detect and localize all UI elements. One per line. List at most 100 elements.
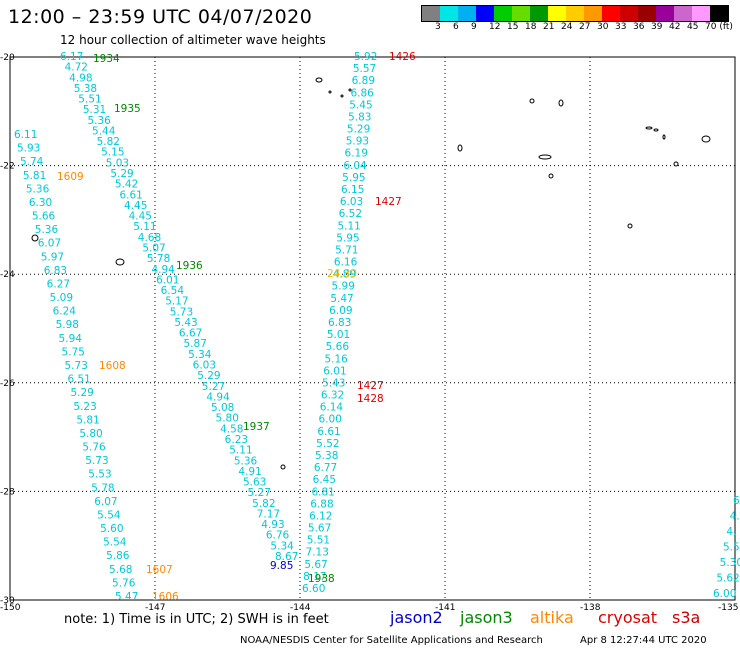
pass-label: 1937: [243, 421, 270, 433]
value-label: 4.45: [129, 211, 152, 223]
value-label: 5.82: [252, 498, 275, 510]
value-label: 5.51: [307, 535, 330, 547]
value-label: 5.43: [174, 317, 197, 329]
island-outline: [645, 126, 653, 130]
lat-tick-label: -24: [0, 270, 15, 280]
value-label: 6.51: [67, 374, 90, 386]
value-label: 8.17: [303, 571, 326, 583]
value-label: 5.67: [308, 523, 331, 535]
value-label: 5.80: [79, 428, 102, 440]
value-label: 4.91: [238, 466, 261, 478]
value-label: 5.93: [17, 143, 40, 155]
legend-swatch: [566, 6, 584, 21]
legend-jason2: jason2: [390, 608, 443, 627]
island-outline: [558, 99, 564, 107]
legend-label: 45: [687, 22, 699, 32]
value-label: 5.36: [234, 455, 258, 467]
legend-label: 12: [489, 22, 501, 32]
island-outline: [340, 94, 344, 98]
legend-label: 42: [669, 22, 681, 32]
value-label: 5.92: [354, 51, 377, 63]
value-label: 8.67: [275, 551, 298, 563]
value-label: 4.: [726, 526, 736, 538]
value-label: 6.16: [334, 257, 358, 269]
value-label: 5.73: [85, 455, 108, 467]
value-label: 5.11: [133, 221, 156, 233]
value-label: 5.95: [336, 232, 359, 244]
legend-swatch: [422, 6, 440, 21]
lon-tick-label: -138: [580, 603, 601, 613]
lon-tick-label: -147: [145, 603, 165, 613]
value-label: 5.36: [26, 183, 50, 195]
value-label: 5.93: [346, 136, 369, 148]
value-label: 6.23: [225, 434, 248, 446]
value-label: 5.78: [147, 253, 170, 265]
color-scale-legend: [421, 5, 729, 22]
legend-label: 30: [597, 22, 609, 32]
island-outline: [115, 258, 125, 266]
legend-swatch: [494, 6, 512, 21]
value-label: 5.81: [76, 414, 99, 426]
value-label: 5.16: [324, 353, 348, 365]
pass-label: 1935: [114, 103, 141, 115]
value-label: 5.38: [315, 450, 338, 462]
legend-swatch: [710, 6, 728, 21]
legend-swatch: [602, 6, 620, 21]
legend-label: 9: [471, 22, 477, 32]
value-label: 6.60: [302, 583, 325, 595]
value-label: 5.38: [74, 83, 97, 95]
value-label: 5.29: [347, 124, 370, 136]
value-label: 5.87: [184, 338, 207, 350]
value-label: 4.94: [206, 391, 230, 403]
lon-tick-label: -144: [290, 603, 311, 613]
legend-label: 24: [561, 22, 573, 32]
value-label: 5.52: [316, 438, 339, 450]
lat-tick-label: -30: [0, 596, 15, 606]
value-label: 4.98: [69, 72, 92, 84]
page-title: 12:00 – 23:59 UTC 04/07/2020: [8, 6, 313, 28]
value-label: 5.08: [211, 402, 234, 414]
value-label: 6.32: [321, 390, 344, 402]
legend-cryosat: cryosat: [598, 608, 658, 627]
value-label: 4.94: [151, 264, 175, 276]
value-label: 5.63: [243, 477, 266, 489]
value-label: 5.09: [50, 292, 73, 304]
timestamp: Apr 8 12:27:44 UTC 2020: [580, 635, 707, 646]
value-label: 5.71: [335, 244, 358, 256]
value-label: 4.72: [65, 62, 88, 74]
island-outline: [31, 234, 39, 242]
value-label: 5.60: [100, 523, 123, 535]
value-label: 6.77: [314, 462, 337, 474]
value-label: 5.76: [112, 577, 136, 589]
value-label: 6.83: [328, 317, 351, 329]
value-label: 6.19: [345, 148, 368, 160]
value-label: 5.94: [59, 333, 83, 345]
value-label: 5.80: [216, 413, 239, 425]
value-label: 5.73: [170, 306, 193, 318]
pass-label: 1427: [375, 196, 402, 208]
pass-label: 1428: [357, 393, 384, 405]
pass-label: 1426: [389, 51, 416, 63]
value-label: 4.68: [138, 232, 161, 244]
value-label: 6.54: [161, 285, 185, 297]
legend-label: 18: [525, 22, 537, 32]
legend-swatch: [620, 6, 638, 21]
legend-swatch: [512, 6, 530, 21]
value-label: 4.58: [220, 423, 243, 435]
pass-label: 1427: [357, 380, 384, 392]
value-label: 5.36: [87, 115, 111, 127]
legend-swatch: [458, 6, 476, 21]
lat-tick-label: -26: [0, 379, 15, 389]
island-outline: [348, 88, 352, 92]
map-frame: [9, 56, 736, 601]
value-label: 5.15: [101, 147, 124, 159]
pass-label: 1609: [57, 171, 84, 183]
value-label: 5.01: [327, 329, 350, 341]
legend-altika: altika: [530, 608, 574, 627]
lon-tick-label: -141: [435, 603, 455, 613]
value-label: 5.31: [83, 104, 106, 116]
lat-tick-label: -22: [0, 162, 15, 172]
value-label: 6.89: [352, 75, 375, 87]
legend-swatch: [674, 6, 692, 21]
